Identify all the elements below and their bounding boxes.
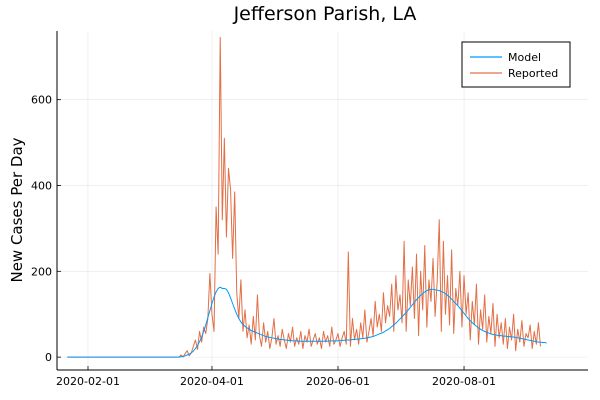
y-axis-label: New Cases Per Day bbox=[8, 137, 26, 282]
y-tick-label: 400 bbox=[31, 179, 52, 192]
series-line-model bbox=[67, 286, 547, 358]
legend-label-model: Model bbox=[508, 51, 541, 64]
legend-box bbox=[461, 41, 571, 88]
legend-label-reported: Reported bbox=[508, 67, 558, 80]
y-tick-label: 200 bbox=[31, 265, 52, 278]
x-tick-label: 2020-06-01 bbox=[306, 375, 370, 388]
x-tick-label: 2020-08-01 bbox=[432, 375, 496, 388]
y-tick-label: 600 bbox=[31, 94, 52, 107]
plot-area bbox=[67, 36, 547, 358]
legend: Model Reported bbox=[461, 41, 571, 88]
x-tick-label: 2020-02-01 bbox=[56, 375, 120, 388]
chart-title: Jefferson Parish, LA bbox=[233, 3, 417, 25]
axes: 0 200 400 600 2020-02-01 2020-04-01 2020-06-01… bbox=[31, 31, 588, 388]
x-tick-label: 2020-04-01 bbox=[180, 375, 244, 388]
y-tick-label: 0 bbox=[45, 351, 52, 364]
grid bbox=[57, 31, 588, 370]
